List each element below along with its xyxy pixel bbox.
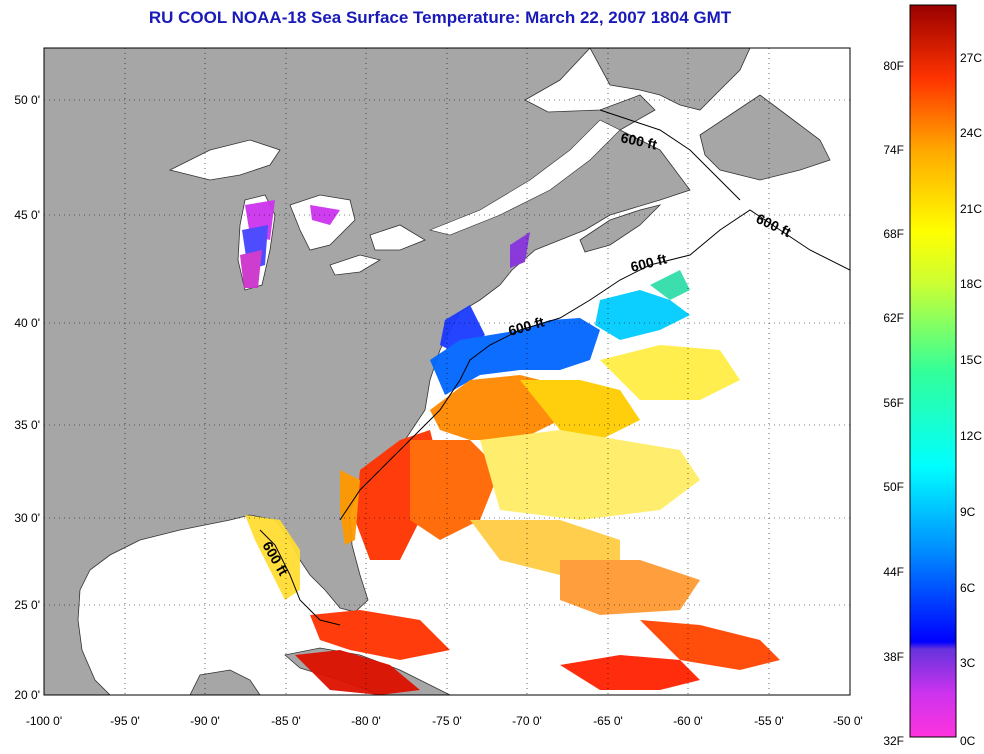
land-labrador bbox=[589, 48, 751, 111]
colorbar-f-label: 50F bbox=[883, 480, 904, 494]
lon-tick-label: -85 0' bbox=[271, 714, 301, 728]
colorbar-c-label: 18C bbox=[960, 277, 982, 291]
plot-frame bbox=[43, 47, 851, 696]
lat-tick-label: 30 0' bbox=[14, 511, 40, 525]
lon-tick-label: -75 0' bbox=[432, 714, 462, 728]
lat-tick-label: 35 0' bbox=[14, 418, 40, 432]
great-lakes bbox=[168, 139, 426, 291]
lat-tick-label: 40 0' bbox=[14, 316, 40, 330]
colorbar-f-label: 38F bbox=[883, 650, 904, 664]
sst-overlay bbox=[240, 200, 780, 695]
colorbar-c-label: 27C bbox=[960, 51, 982, 65]
colorbar-c-label: 24C bbox=[960, 126, 982, 140]
colorbar-f-label: 68F bbox=[883, 227, 904, 241]
lon-tick-label: -90 0' bbox=[190, 714, 220, 728]
colorbar-f-label: 62F bbox=[883, 311, 904, 325]
st-lawrence bbox=[429, 119, 621, 236]
land-yucatan bbox=[189, 669, 261, 695]
colorbar-f-label: 80F bbox=[883, 59, 904, 73]
contour-600ft bbox=[259, 109, 850, 626]
colorbar-c-label: 3C bbox=[960, 656, 976, 670]
lon-tick-label: -60 0' bbox=[673, 714, 703, 728]
lon-tick-label: -80 0' bbox=[351, 714, 381, 728]
colorbar-f-label: 74F bbox=[883, 143, 904, 157]
lat-tick-label: 45 0' bbox=[14, 208, 40, 222]
colorbar-f-label: 32F bbox=[883, 734, 904, 748]
colorbar-c-labels: 27C 24C 21C 18C 15C 12C 9C 6C 3C 0C bbox=[960, 51, 982, 748]
lon-tick-label: -55 0' bbox=[754, 714, 784, 728]
lon-tick-label: -50 0' bbox=[833, 714, 863, 728]
lon-tick-label: -65 0' bbox=[593, 714, 623, 728]
lon-tick-label: -100 0' bbox=[26, 714, 62, 728]
colorbar-c-label: 12C bbox=[960, 429, 982, 443]
lon-tick-label: -70 0' bbox=[512, 714, 542, 728]
colorbar-c-label: 6C bbox=[960, 581, 976, 595]
colorbar-f-label: 56F bbox=[883, 396, 904, 410]
lat-axis: 20 0' 25 0' 30 0' 35 0' 40 0' 45 0' 50 0… bbox=[14, 93, 40, 702]
colorbar-c-label: 15C bbox=[960, 353, 982, 367]
colorbar bbox=[909, 4, 957, 738]
contour-label: 600 ft bbox=[619, 129, 658, 152]
colorbar-c-label: 9C bbox=[960, 505, 976, 519]
land-newfoundland bbox=[699, 94, 831, 181]
map-title: RU COOL NOAA-18 Sea Surface Temperature:… bbox=[148, 8, 732, 27]
colorbar-f-labels: 80F 74F 68F 62F 56F 50F 44F 38F 32F bbox=[883, 59, 904, 748]
lon-tick-label: -95 0' bbox=[110, 714, 140, 728]
lon-axis: -100 0' -95 0' -90 0' -85 0' -80 0' -75 … bbox=[26, 714, 863, 728]
colorbar-c-label: 21C bbox=[960, 202, 982, 216]
lat-tick-label: 20 0' bbox=[14, 688, 40, 702]
lat-tick-label: 50 0' bbox=[14, 93, 40, 107]
colorbar-f-label: 44F bbox=[883, 565, 904, 579]
lat-tick-label: 25 0' bbox=[14, 598, 40, 612]
colorbar-c-label: 0C bbox=[960, 734, 976, 748]
